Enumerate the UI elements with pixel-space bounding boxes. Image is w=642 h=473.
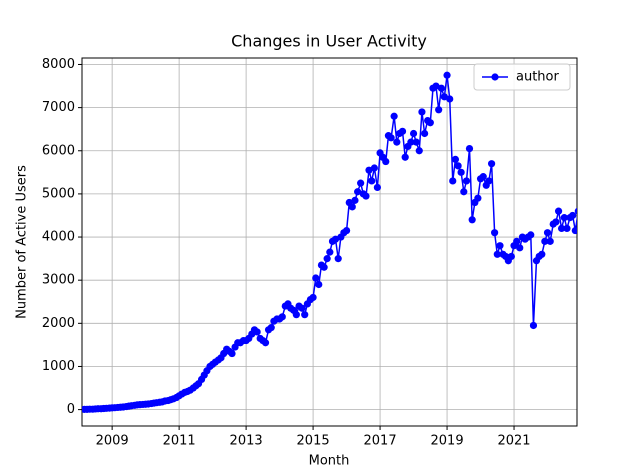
y-tick-label: 7000: [42, 100, 75, 115]
data-point: [457, 168, 465, 176]
y-tick-label: 4000: [42, 230, 75, 245]
data-point: [560, 214, 568, 222]
data-point: [373, 183, 381, 192]
data-point: [446, 95, 454, 103]
data-point: [326, 248, 334, 256]
legend-label: author: [516, 70, 559, 85]
data-point: [292, 311, 300, 319]
data-point: [563, 224, 571, 233]
data-point: [552, 218, 560, 226]
data-point: [342, 226, 351, 235]
data-point: [357, 179, 365, 187]
data-point: [460, 188, 468, 196]
y-tick-label: 8000: [42, 57, 75, 72]
data-point: [554, 207, 563, 215]
data-point: [443, 71, 451, 79]
data-point: [543, 229, 552, 237]
y-tick-label: 2000: [42, 316, 75, 331]
data-point: [398, 127, 407, 135]
data-point: [546, 237, 554, 245]
data-point: [354, 188, 362, 196]
data-point: [393, 138, 401, 146]
data-point: [454, 162, 462, 170]
chart-title: Changes in User Activity: [231, 32, 427, 51]
data-point: [491, 229, 499, 237]
data-point: [351, 196, 359, 204]
data-point: [529, 321, 538, 330]
data-point: [298, 304, 306, 312]
data-point: [415, 147, 423, 155]
data-point: [362, 192, 370, 200]
data-point: [496, 242, 504, 250]
data-point: [387, 134, 395, 142]
data-point: [557, 224, 566, 233]
data-point: [569, 211, 577, 220]
data-point: [485, 177, 493, 185]
data-point: [348, 203, 356, 211]
data-point: [474, 194, 482, 202]
data-point: [334, 255, 342, 263]
data-point: [278, 313, 286, 321]
data-point: [407, 138, 415, 146]
data-point: [323, 255, 331, 263]
data-point: [370, 164, 378, 172]
data-point: [312, 274, 320, 282]
data-point: [412, 138, 420, 146]
data-point: [435, 106, 443, 114]
data-point: [261, 339, 270, 347]
data-point: [228, 349, 236, 358]
data-point: [267, 324, 275, 332]
x-tick-label: 2017: [364, 434, 397, 449]
data-point: [409, 129, 418, 138]
data-point: [493, 250, 501, 258]
data-point: [253, 328, 261, 336]
data-point: [449, 177, 457, 185]
y-tick-label: 3000: [42, 273, 75, 288]
x-tick-label: 2015: [297, 434, 330, 449]
data-point: [390, 112, 398, 120]
data-point: [479, 173, 487, 181]
data-point: [315, 280, 323, 289]
data-point: [426, 119, 434, 127]
y-axis-label: Number of Active Users: [15, 165, 30, 319]
legend-box: [473, 63, 571, 91]
data-point: [487, 160, 496, 168]
data-point: [574, 207, 577, 215]
data-point: [437, 84, 445, 92]
data-point: [527, 231, 535, 239]
data-point: [382, 157, 390, 166]
y-tick-label: 0: [67, 402, 75, 417]
x-tick-label: 2019: [431, 434, 464, 449]
y-tick-label: 1000: [42, 359, 75, 374]
plot-frame: [81, 57, 578, 427]
data-point: [368, 177, 376, 185]
data-point: [538, 250, 546, 258]
data-point: [320, 263, 328, 271]
data-point: [507, 252, 515, 261]
data-point: [513, 237, 521, 245]
x-tick-label: 2011: [163, 434, 196, 449]
data-point: [418, 108, 426, 116]
data-point: [571, 226, 577, 235]
data-point: [465, 144, 474, 153]
data-point: [468, 216, 476, 224]
data-point: [301, 311, 309, 319]
data-point: [401, 153, 409, 161]
x-tick-label: 2009: [96, 434, 129, 449]
data-point: [421, 129, 429, 138]
y-tick-label: 6000: [42, 143, 75, 158]
legend-marker: [491, 73, 499, 81]
data-point: [462, 177, 471, 185]
y-tick-label: 5000: [42, 186, 75, 201]
data-point: [309, 293, 317, 302]
data-point: [541, 237, 549, 245]
x-tick-label: 2021: [497, 434, 530, 449]
data-point: [451, 155, 460, 163]
x-tick-label: 2013: [230, 434, 263, 449]
x-axis-label: Month: [309, 454, 350, 469]
data-point: [516, 244, 524, 252]
